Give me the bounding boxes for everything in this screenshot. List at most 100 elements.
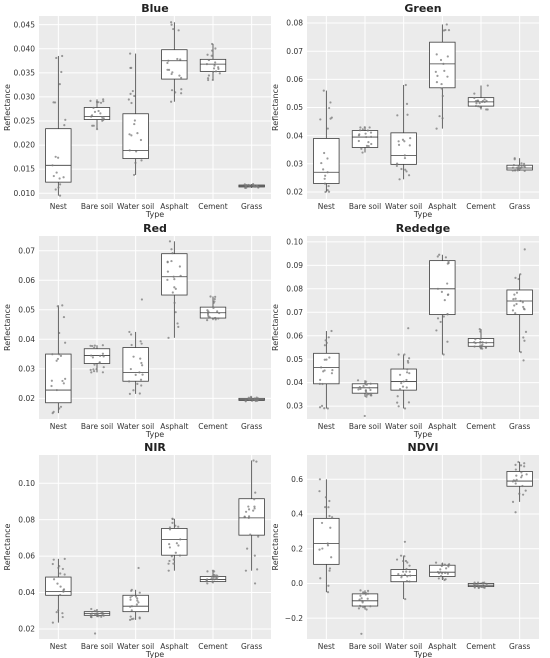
data-point [443,69,446,72]
data-point [179,58,182,61]
data-point [55,388,58,392]
data-point [93,110,97,113]
box-bare-soil [351,589,379,635]
data-point [366,597,369,600]
data-point [218,311,221,315]
y-tick-label: 0.035 [14,68,36,77]
data-point [359,594,362,597]
data-point [216,578,219,581]
data-point [166,270,170,273]
data-point [61,379,64,383]
data-point [97,615,100,618]
data-point [364,383,367,386]
data-point [477,586,480,589]
data-point [405,371,409,374]
data-point [177,544,180,547]
data-point [326,407,329,410]
data-point [139,357,142,360]
y-tick-label: 0.10 [18,479,35,488]
data-point [52,410,55,413]
data-point [93,363,96,366]
x-axis-label: Type [145,430,164,439]
chart-panel-ndvi: NDVI −0.2 0.0 0.2 0.4 0.6 Nest Bare soil Water s… [271,441,539,658]
data-point [322,370,325,373]
data-point [61,612,64,615]
x-tick-label: Asphalt [428,642,456,651]
data-point [408,580,411,583]
data-point [445,567,448,570]
data-point [138,591,141,594]
data-point [95,610,98,613]
data-point [447,29,451,32]
data-point [92,124,95,127]
data-point [212,67,216,70]
data-point [359,605,362,608]
data-point [357,134,361,137]
data-point [519,351,522,354]
data-point [441,562,444,566]
data-point [475,102,478,105]
data-point [59,572,62,575]
data-point [101,352,105,355]
data-point [254,491,257,494]
x-tick-label: Water soil [385,422,422,431]
data-point [54,188,57,191]
data-point [446,55,449,58]
data-point [248,185,251,188]
y-tick-label: 0.06 [286,331,303,340]
data-point [180,76,183,79]
data-point [523,465,526,468]
data-point [473,96,476,100]
data-point [483,586,486,589]
data-point [365,380,368,383]
data-point [167,59,170,62]
data-point [318,382,321,385]
data-point [93,612,97,615]
data-point [513,293,516,296]
data-point [518,168,521,171]
data-point [255,460,258,463]
x-tick-label: Water soil [385,642,422,651]
data-point [522,336,525,339]
data-point [405,386,408,389]
data-point [474,338,477,341]
y-tick-label: 0.6 [291,475,303,484]
data-point [89,99,92,103]
data-point [177,325,180,328]
y-tick-label: 0.020 [14,141,36,150]
data-point [513,304,516,307]
data-point [473,341,476,344]
data-point [206,53,209,56]
data-point [521,484,524,488]
data-point [176,57,179,61]
box-iqr [161,49,188,80]
data-point [511,480,515,483]
data-point [408,357,411,360]
data-point [171,291,174,294]
data-point [247,515,251,518]
chart-title: NDVI [408,441,439,454]
data-point [102,98,105,101]
data-point [400,382,403,385]
data-point [358,598,361,601]
data-point [57,186,60,189]
data-point [438,115,441,118]
data-point [132,173,136,177]
data-point [519,464,523,467]
data-point [89,613,92,617]
data-point [128,618,132,621]
data-point [214,316,217,320]
box-bare-soil [351,126,379,154]
data-point [133,94,136,98]
data-point [369,131,373,134]
box-iqr [351,593,379,607]
y-tick-label: 0.05 [286,103,303,112]
data-point [172,558,175,561]
y-tick-label: 0.08 [286,19,303,28]
data-point [326,171,329,174]
data-point [98,361,101,365]
box-iqr [506,471,533,487]
data-point [213,570,216,573]
data-point [447,261,450,265]
data-point [127,98,130,101]
